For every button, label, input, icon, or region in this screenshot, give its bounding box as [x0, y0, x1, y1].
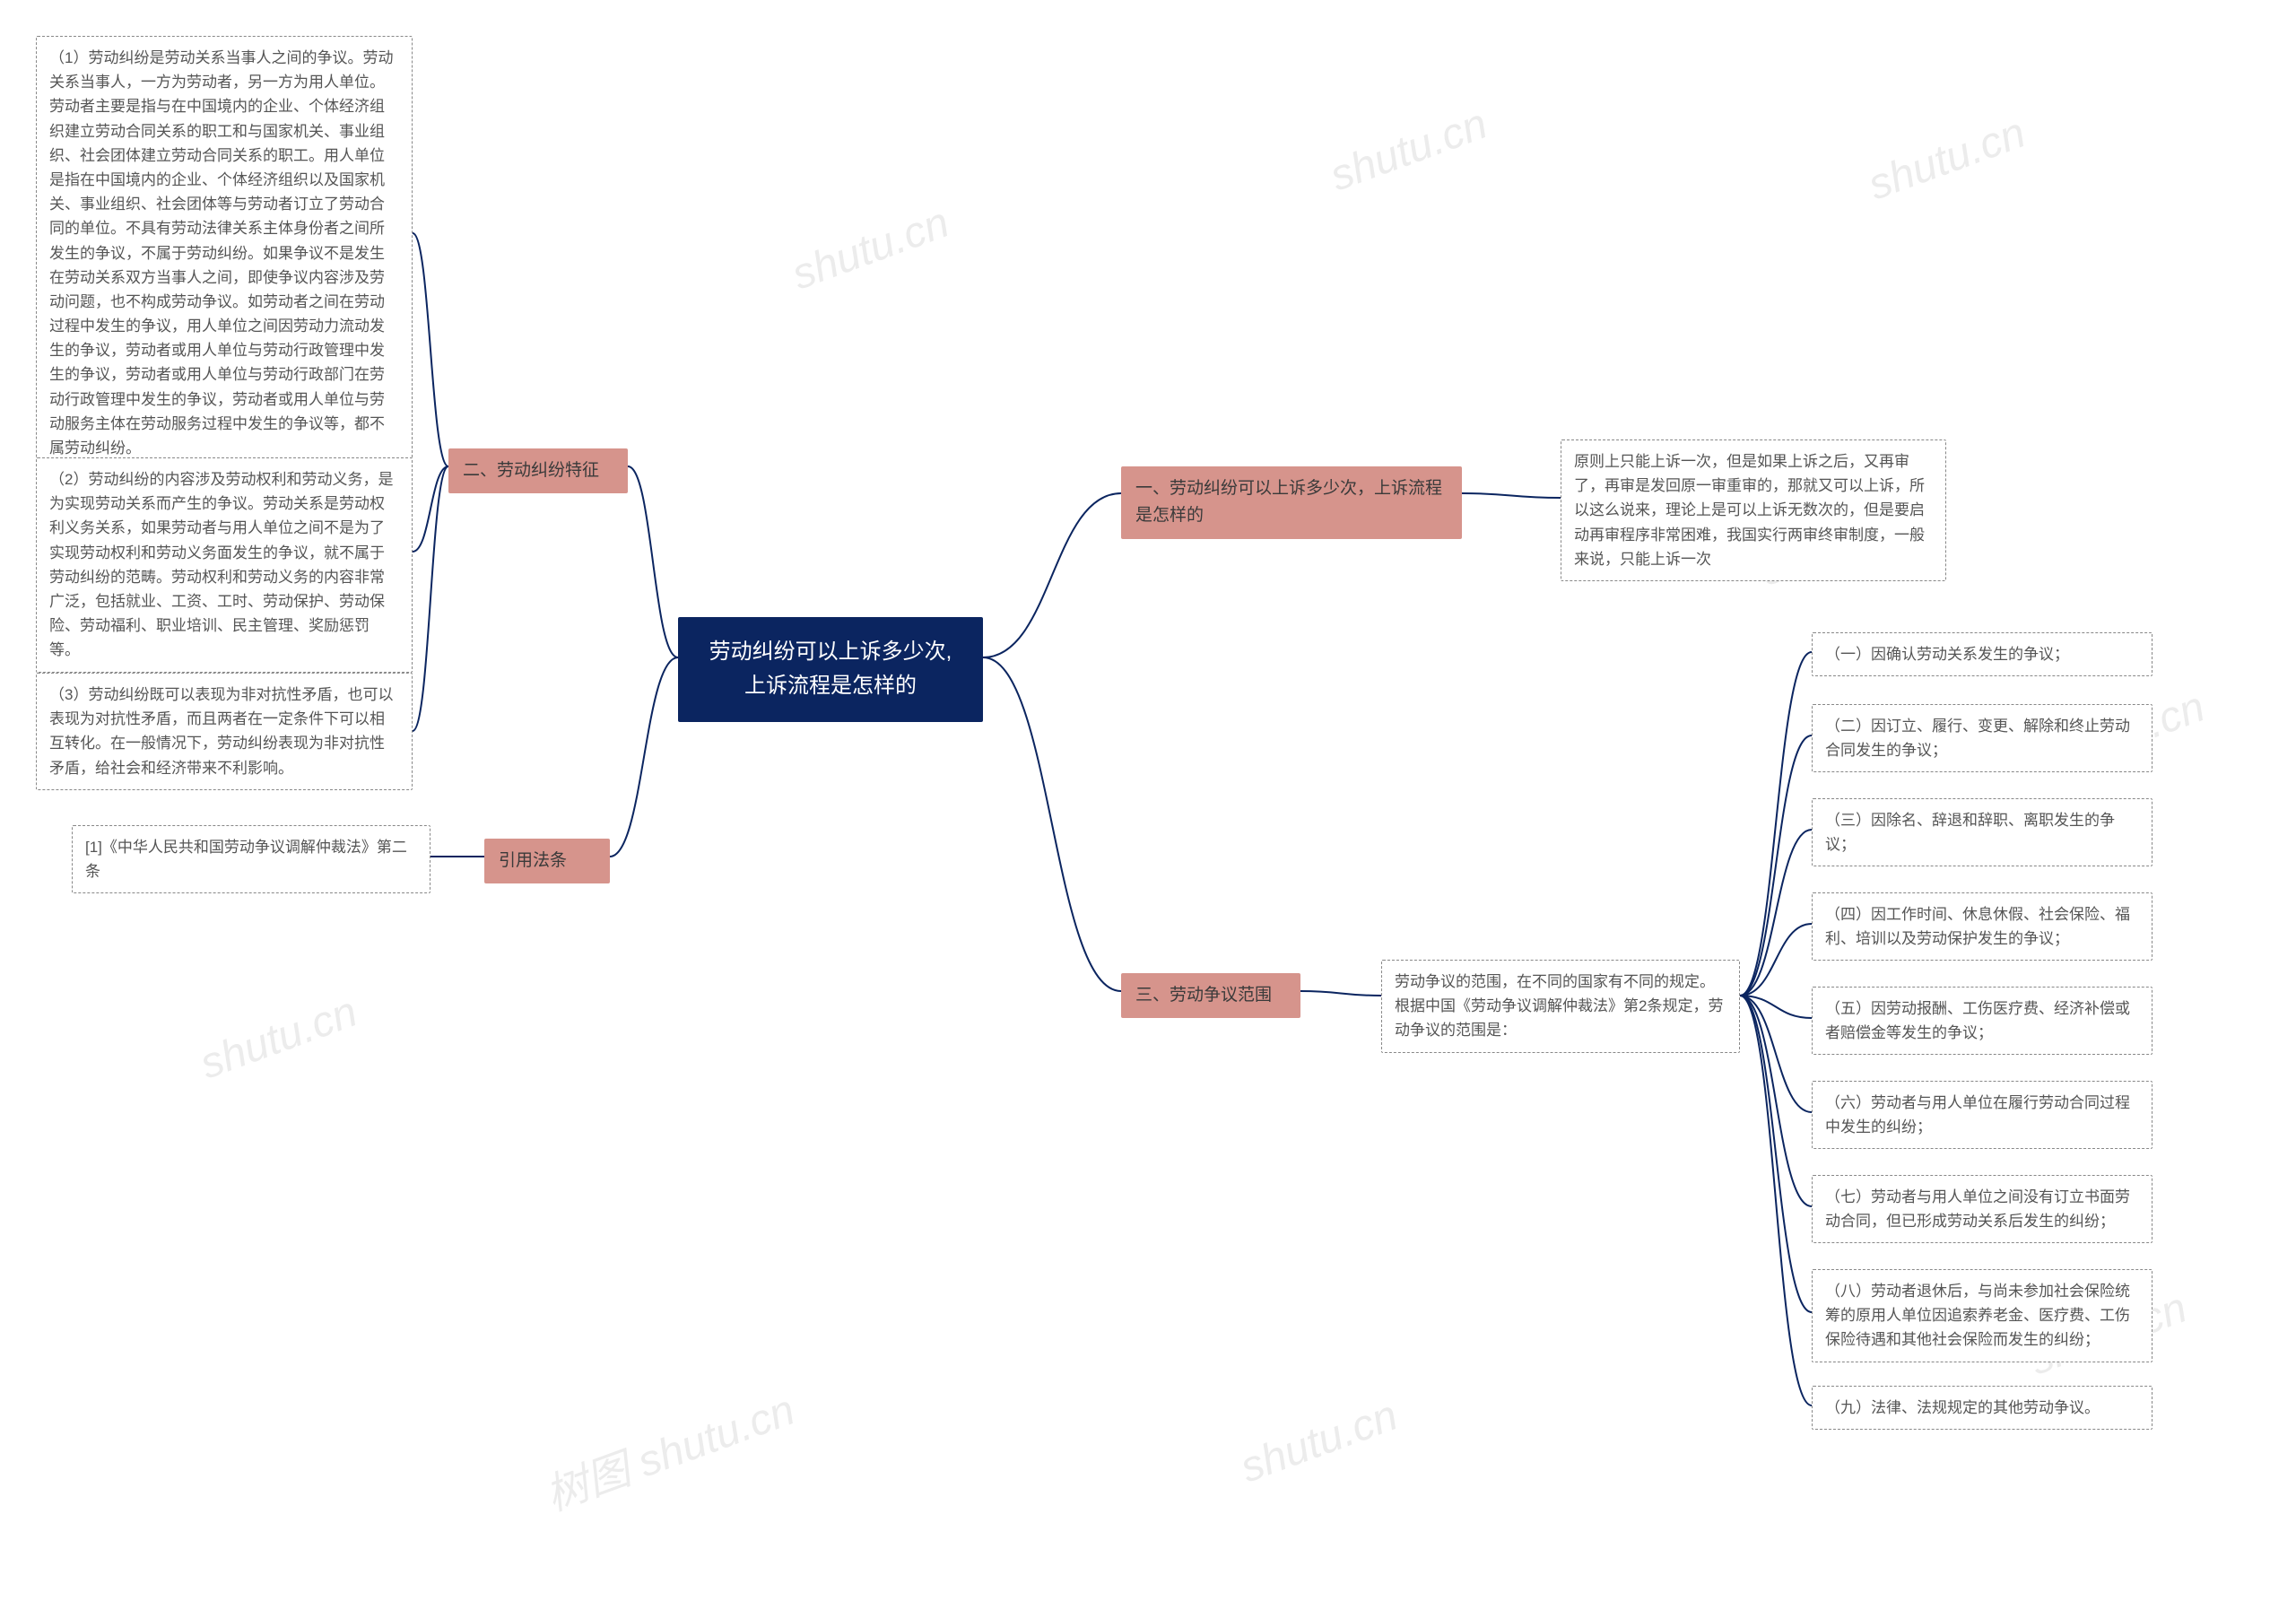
leaf-b1-0: 原则上只能上诉一次，但是如果上诉之后，又再审了，再审是发回原一审重审的，那就又可… [1561, 439, 1946, 581]
leaf-b2-2: （3）劳动纠纷既可以表现为非对抗性矛盾，也可以表现为对抗性矛盾，而且两者在一定条… [36, 673, 413, 790]
branch-b2: 二、劳动纠纷特征 [448, 448, 628, 493]
leaf-b3-1: （二）因订立、履行、变更、解除和终止劳动合同发生的争议； [1812, 704, 2152, 772]
leaf-b3-4: （五）因劳动报酬、工伤医疗费、经济补偿或者赔偿金等发生的争议； [1812, 987, 2152, 1055]
leaf-b2-0: （1）劳动纠纷是劳动关系当事人之间的争议。劳动关系当事人，一方为劳动者，另一方为… [36, 36, 413, 470]
leaf-b3-0: （一）因确认劳动关系发生的争议； [1812, 632, 2152, 676]
watermark-text: 树图 shutu.cn [535, 1374, 802, 1522]
branch-b4: 引用法条 [484, 839, 610, 883]
leaf-b4-0: [1]《中华人民共和国劳动争议调解仲裁法》第二条 [72, 825, 430, 893]
watermark-text: shutu.cn [786, 198, 955, 300]
leaf-b3-5: （六）劳动者与用人单位在履行劳动合同过程中发生的纠纷； [1812, 1081, 2152, 1149]
root-line1: 劳动纠纷可以上诉多少次, [700, 635, 961, 669]
branch-b1: 一、劳动纠纷可以上诉多少次，上诉流程是怎样的 [1121, 466, 1462, 539]
root-line2: 上诉流程是怎样的 [700, 669, 961, 703]
watermark-text: shutu.cn [194, 988, 363, 1090]
leaf-b3-2: （三）因除名、辞退和辞职、离职发生的争议； [1812, 798, 2152, 866]
leaf-b2-1: （2）劳动纠纷的内容涉及劳动权利和劳动义务，是为实现劳动关系而产生的争议。劳动关… [36, 457, 413, 673]
branch-b3: 三、劳动争议范围 [1121, 973, 1300, 1018]
leaf-b3-7: （八）劳动者退休后，与尚未参加社会保险统筹的原用人单位因追索养老金、医疗费、工伤… [1812, 1269, 2152, 1362]
watermark-text: shutu.cn [1324, 100, 1493, 202]
root-node: 劳动纠纷可以上诉多少次, 上诉流程是怎样的 [678, 617, 983, 722]
leaf-b3-8: （九）法律、法规规定的其他劳动争议。 [1812, 1386, 2152, 1430]
leaf-b3-6: （七）劳动者与用人单位之间没有订立书面劳动合同，但已形成劳动关系后发生的纠纷； [1812, 1175, 2152, 1243]
leaf-b3-3: （四）因工作时间、休息休假、社会保险、福利、培训以及劳动保护发生的争议； [1812, 892, 2152, 961]
leaf-intro-b3: 劳动争议的范围，在不同的国家有不同的规定。根据中国《劳动争议调解仲裁法》第2条规… [1381, 960, 1740, 1053]
watermark-text: shutu.cn [1862, 109, 2031, 211]
watermark-text: shutu.cn [1234, 1391, 1404, 1493]
